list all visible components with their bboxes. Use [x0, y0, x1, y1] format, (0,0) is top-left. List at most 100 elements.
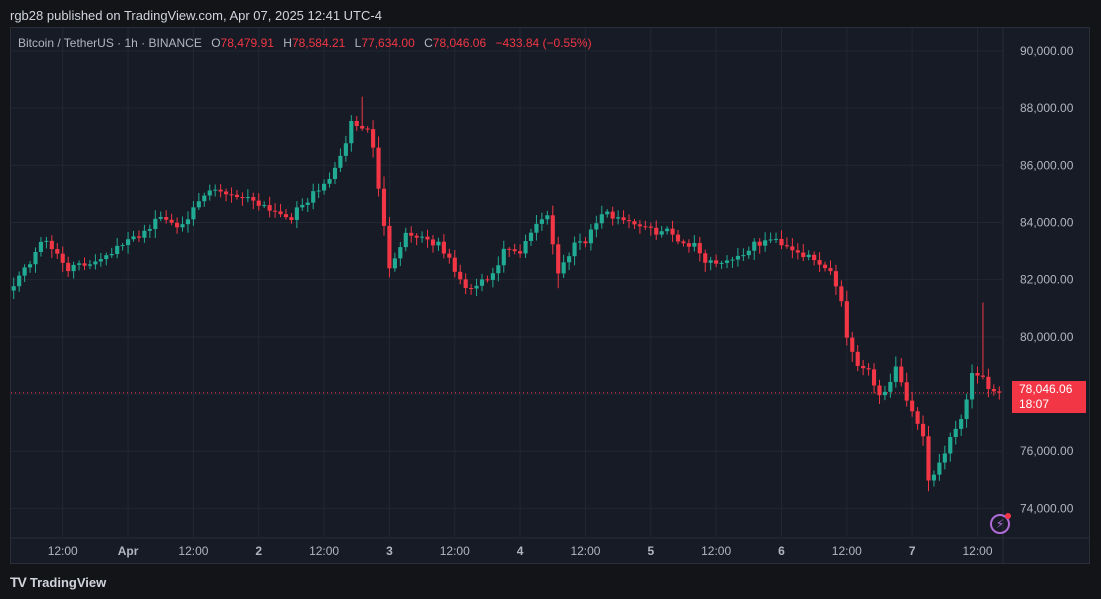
candle-body [409, 232, 414, 236]
candle-body [567, 256, 572, 263]
candle-body [360, 125, 365, 129]
candle-body [338, 155, 343, 168]
candle-body [115, 245, 120, 254]
candle-body [93, 261, 98, 265]
tradingview-logo-icon: TV [10, 574, 27, 590]
y-tick-label: 74,000.00 [1020, 501, 1074, 515]
candle-body [441, 241, 446, 254]
candle-body [703, 253, 708, 263]
candle-body [948, 437, 953, 454]
candle-body [801, 252, 806, 258]
candle-body [420, 236, 425, 238]
candle-body [496, 265, 501, 274]
candle-body [27, 264, 33, 268]
candle-body [398, 247, 403, 259]
x-tick-label: 5 [647, 544, 654, 558]
candle-body [327, 179, 332, 184]
candle-body [240, 197, 245, 199]
candle-body [365, 128, 370, 130]
candle-body [485, 279, 490, 281]
candle-body [305, 202, 310, 205]
candle-body [55, 249, 60, 254]
y-tick-label: 84,000.00 [1020, 215, 1074, 229]
candle-body [937, 462, 942, 475]
candle-body [779, 238, 784, 246]
symbol-label[interactable]: Bitcoin / TetherUS · 1h · BINANCE [18, 36, 202, 50]
candle-body [175, 222, 180, 228]
candle-body [474, 285, 479, 289]
candle-body [311, 191, 316, 203]
candle-body [773, 238, 779, 240]
candle-body [561, 262, 566, 274]
candle-body [610, 211, 615, 219]
candle-body [273, 210, 278, 212]
y-tick-label: 82,000.00 [1020, 273, 1074, 287]
close-key: C [424, 36, 433, 50]
candle-body [665, 228, 670, 232]
candle-body [714, 260, 719, 264]
candle-body [746, 250, 751, 256]
candle-body [371, 129, 376, 148]
candle-body [33, 251, 38, 265]
candle-body [572, 242, 577, 257]
candle-body [169, 219, 174, 223]
candle-body [599, 214, 604, 224]
candle-body [991, 389, 996, 392]
candle-body [452, 257, 457, 272]
chart-frame[interactable] [10, 27, 1090, 564]
candle-body [207, 190, 212, 196]
candle-body [833, 271, 838, 287]
candle-body [11, 286, 16, 291]
candle-body [354, 120, 359, 126]
ohlc-legend: Bitcoin / TetherUS · 1h · BINANCE O78,47… [18, 36, 592, 50]
x-tick-label: 3 [386, 544, 393, 558]
candle-body [931, 474, 937, 481]
candle-body [806, 254, 811, 258]
candle-body [675, 234, 681, 242]
candle-body [131, 236, 136, 240]
candle-body [251, 197, 256, 201]
low-key: L [354, 36, 362, 50]
lightning-icon[interactable]: ⚡ [990, 514, 1010, 534]
candle-body [964, 399, 969, 420]
candle-body [283, 214, 289, 218]
y-tick-label: 80,000.00 [1020, 330, 1074, 344]
x-tick-label: 12:00 [701, 544, 731, 558]
candle-body [528, 232, 534, 241]
candle-body [98, 259, 103, 262]
candle-body [376, 147, 381, 189]
candle-body [60, 253, 65, 263]
candle-body [224, 191, 229, 195]
candle-body [915, 411, 920, 424]
candle-body [49, 240, 54, 250]
high-value: 78,584.21 [291, 36, 346, 50]
candle-body [828, 268, 833, 272]
candle-body [267, 205, 272, 211]
candle-body [381, 188, 387, 226]
low-value: 77,634.00 [361, 36, 415, 50]
candle-body [986, 376, 991, 390]
x-tick-label: 6 [778, 544, 785, 558]
candle-body [850, 337, 855, 352]
candle-body [942, 453, 947, 463]
candle-body [512, 249, 517, 252]
candle-body [180, 224, 185, 228]
publisher-caption: rgb28 published on TradingView.com, Apr … [10, 8, 382, 23]
bar-countdown: 18:07 [1019, 397, 1050, 411]
candle-body [871, 369, 877, 386]
candle-body [256, 200, 261, 206]
candle-body [975, 373, 980, 376]
candle-body [534, 223, 539, 233]
candle-body [719, 262, 724, 264]
candle-body [289, 217, 294, 220]
candle-body [234, 194, 240, 198]
candle-body [757, 241, 762, 246]
candle-body [621, 217, 626, 221]
close-value: 78,046.06 [432, 36, 487, 50]
y-tick-label: 86,000.00 [1020, 158, 1074, 172]
open-value: 78,479.91 [220, 36, 274, 50]
candle-body [686, 243, 691, 247]
candle-body [550, 215, 555, 245]
tradingview-brand[interactable]: TV TradingView [10, 574, 106, 590]
